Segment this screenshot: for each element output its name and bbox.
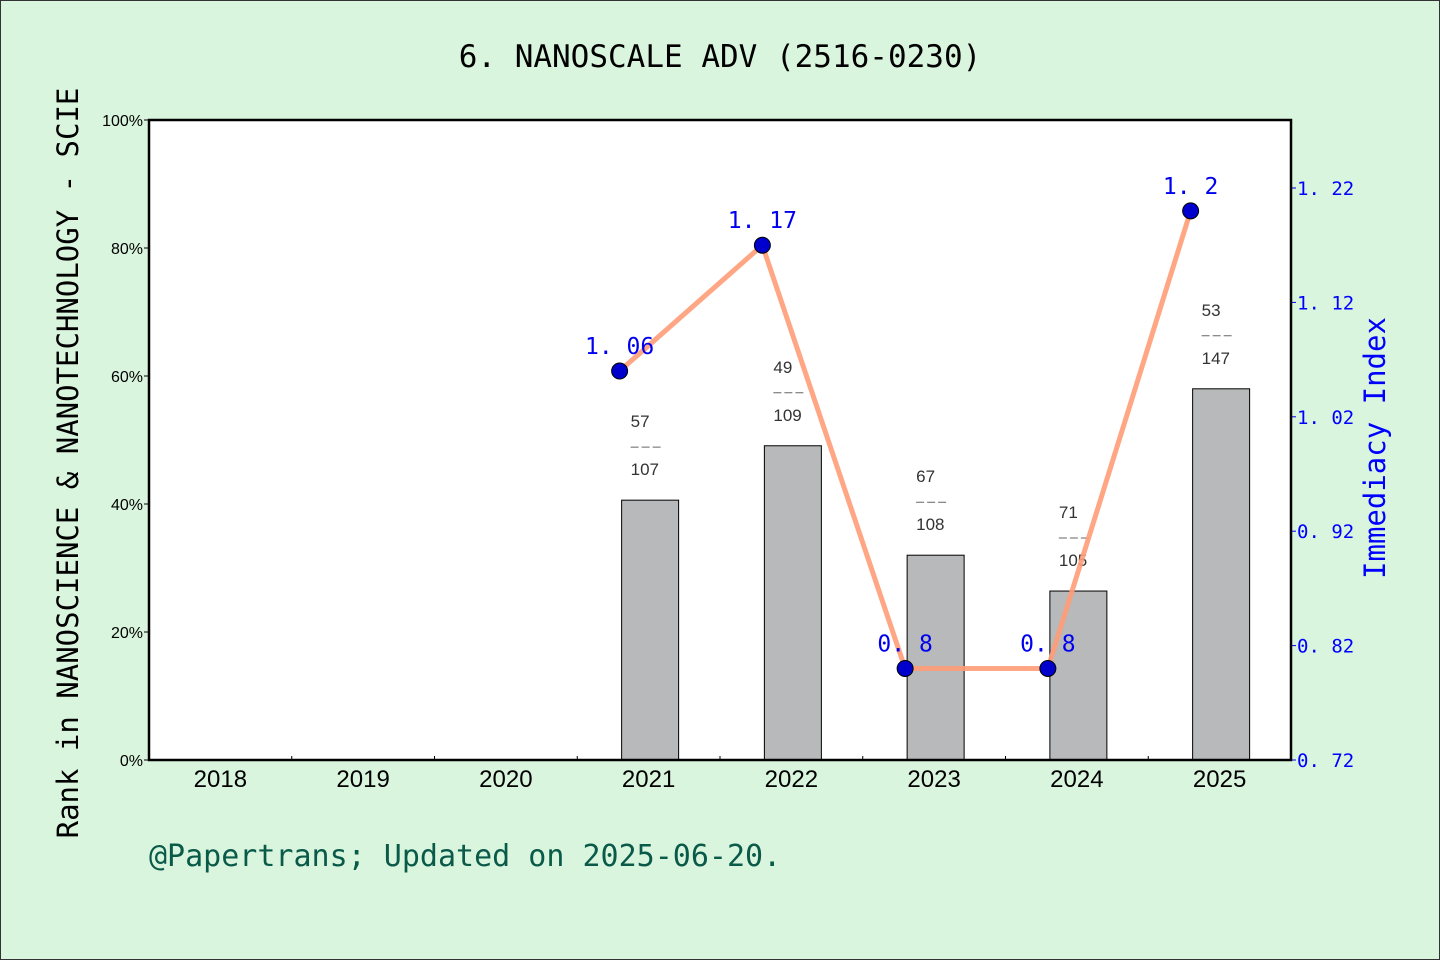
left-tick-label: 100% bbox=[102, 113, 143, 130]
immediacy-value-label: 0. 8 bbox=[1020, 631, 1075, 657]
bar-rank-label: 67 bbox=[916, 467, 935, 486]
bar-2021 bbox=[621, 499, 680, 761]
bar-rank-label: 71 bbox=[1059, 503, 1078, 522]
bar-rank-label: 57 bbox=[631, 412, 650, 431]
bar-2024 bbox=[1049, 590, 1108, 761]
immediacy-point-2023 bbox=[896, 659, 914, 677]
chart-title: 6. NANOSCALE ADV (2516-0230) bbox=[459, 39, 982, 75]
left-tick-label: 80% bbox=[111, 241, 143, 258]
left-tick-label: 60% bbox=[111, 369, 143, 386]
plot-border bbox=[147, 118, 1293, 762]
immediacy-point-2025 bbox=[1182, 202, 1200, 220]
right-tick-label: 0. 72 bbox=[1297, 750, 1354, 772]
footer-credit: @Papertrans; Updated on 2025-06-20. bbox=[149, 839, 781, 874]
immediacy-value-label: 0. 8 bbox=[877, 631, 932, 657]
left-tick-label: 0% bbox=[120, 753, 143, 770]
x-tick-label: 2020 bbox=[479, 766, 532, 793]
bar-total-label: 108 bbox=[916, 515, 944, 534]
bar-2025 bbox=[1192, 388, 1251, 761]
left-tick-label: 40% bbox=[111, 497, 143, 514]
x-tick-label: 2024 bbox=[1050, 766, 1103, 793]
bar-total-label: 109 bbox=[773, 406, 801, 425]
x-tick-label: 2018 bbox=[194, 766, 247, 793]
bar-2022 bbox=[763, 445, 822, 761]
immediacy-value-label: 1. 2 bbox=[1163, 174, 1218, 200]
bar-2023 bbox=[906, 554, 965, 761]
immediacy-value-label: 1. 17 bbox=[728, 208, 797, 234]
left-axis-label: Rank in NANOSCIENCE & NANOTECHNOLOGY - S… bbox=[51, 88, 85, 839]
immediacy-point-2024 bbox=[1039, 659, 1057, 677]
left-tick-label: 20% bbox=[111, 625, 143, 642]
right-axis-label: Immediacy Index bbox=[1358, 317, 1392, 579]
bar-rank-label: 53 bbox=[1202, 301, 1221, 320]
right-tick-label: 0. 92 bbox=[1297, 521, 1354, 543]
x-tick-label: 2023 bbox=[907, 766, 960, 793]
right-tick-label: 0. 82 bbox=[1297, 636, 1354, 658]
right-tick-label: 1. 22 bbox=[1297, 178, 1354, 200]
x-tick-label: 2022 bbox=[765, 766, 818, 793]
x-tick-label: 2021 bbox=[622, 766, 675, 793]
right-tick-label: 1. 12 bbox=[1297, 292, 1354, 314]
right-tick-label: 1. 02 bbox=[1297, 407, 1354, 429]
bar-rank-label: 49 bbox=[773, 358, 792, 377]
immediacy-point-2022 bbox=[753, 236, 771, 254]
bar-total-label: 107 bbox=[631, 460, 659, 479]
immediacy-point-2021 bbox=[611, 362, 629, 380]
x-tick-label: 2025 bbox=[1193, 766, 1246, 793]
x-tick-label: 2019 bbox=[336, 766, 389, 793]
immediacy-value-label: 1. 06 bbox=[585, 334, 654, 360]
bar-total-label: 147 bbox=[1202, 349, 1230, 368]
